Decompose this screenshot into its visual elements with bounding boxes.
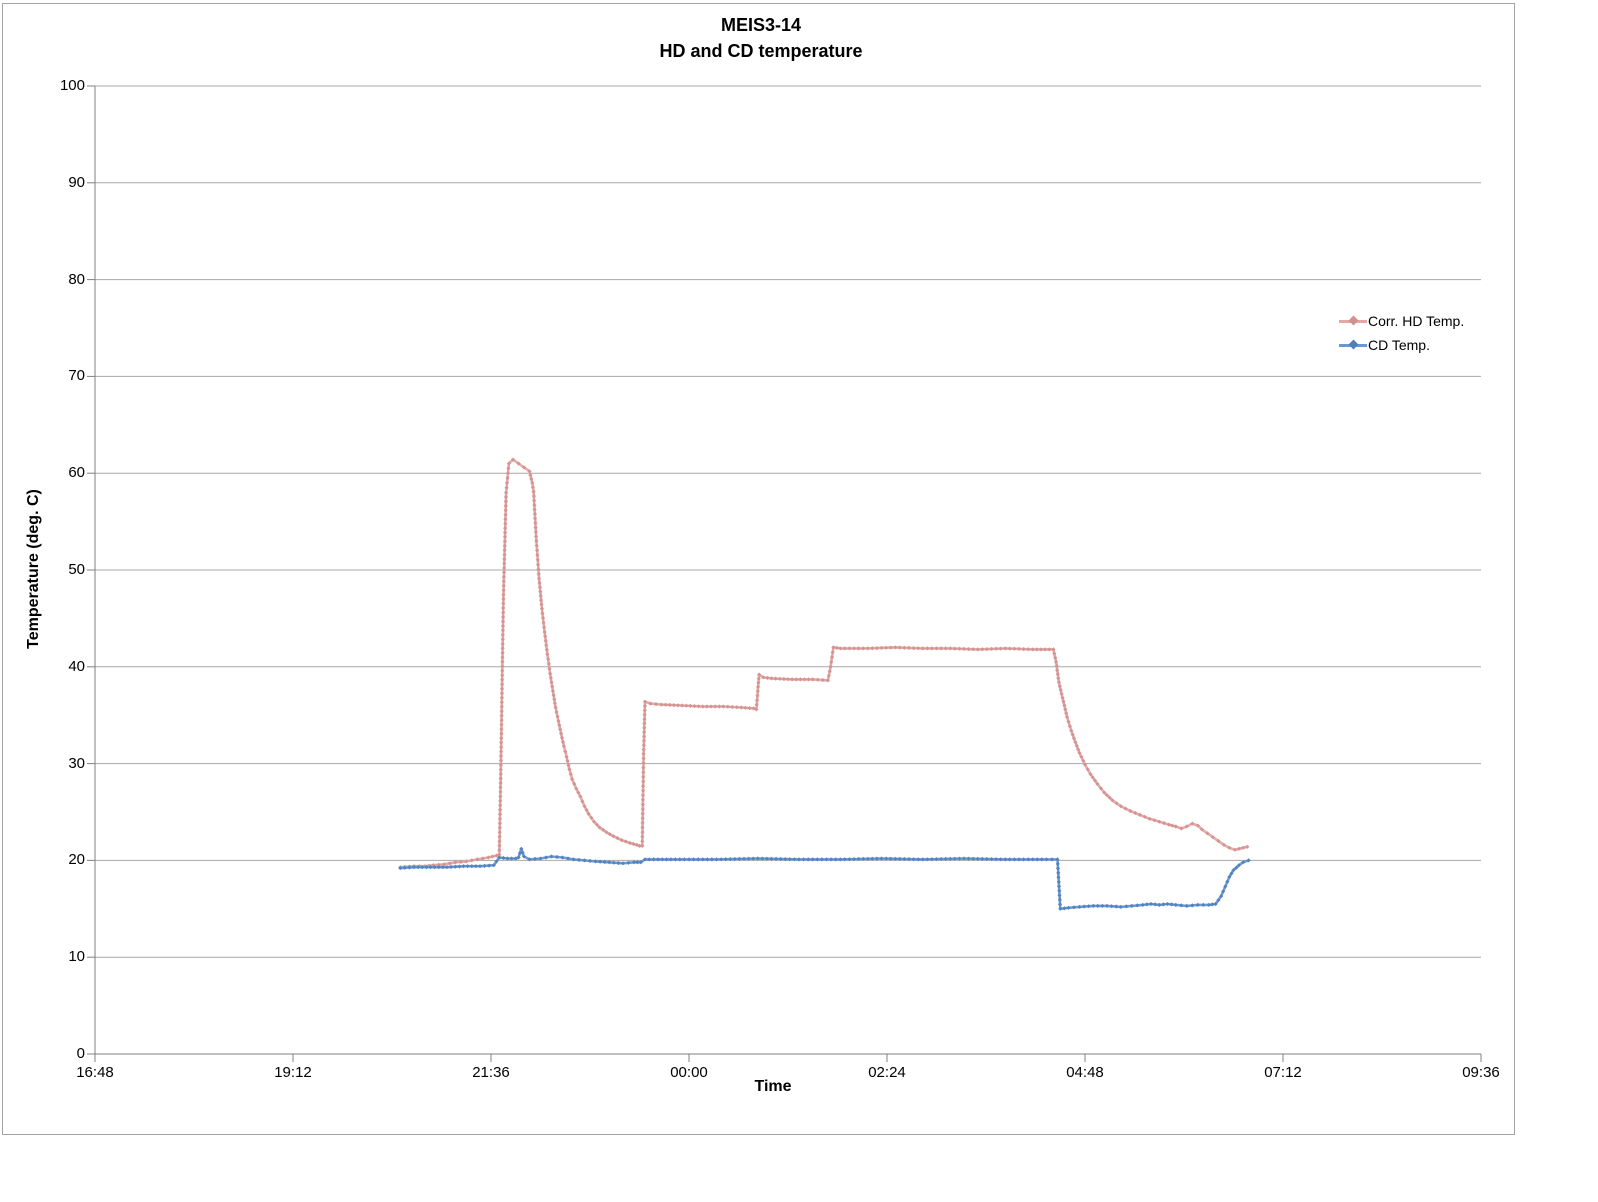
- legend-entry-hd: Corr. HD Temp.: [1339, 309, 1464, 333]
- chart-title: MEIS3-14: [720, 15, 802, 35]
- x-tick-label: 04:48: [1066, 1064, 1104, 1081]
- y-tick-label: 100: [59, 77, 85, 94]
- x-tick-label: 07:12: [1264, 1064, 1302, 1081]
- chart-title-block: MEIS3-14 HD and CD temperature: [3, 12, 1519, 64]
- y-tick-label: 50: [68, 561, 85, 578]
- x-tick-label: 09:36: [1462, 1064, 1500, 1081]
- y-tick-label: 70: [68, 367, 85, 384]
- x-axis-title: Time: [754, 1078, 792, 1095]
- x-tick-label: 16:48: [76, 1064, 114, 1081]
- hd-series-swatch-icon: [1339, 315, 1367, 325]
- legend-label-hd: Corr. HD Temp.: [1368, 313, 1465, 329]
- y-tick-label: 60: [68, 464, 85, 481]
- y-tick-label: 40: [68, 658, 85, 675]
- legend-label-cd: CD Temp.: [1368, 337, 1430, 353]
- y-tick-label: 10: [68, 948, 85, 965]
- x-tick-label: 21:36: [472, 1064, 510, 1081]
- legend: Corr. HD Temp. CD Temp.: [1339, 309, 1464, 357]
- x-tick-label: 19:12: [274, 1064, 312, 1081]
- legend-entry-cd: CD Temp.: [1339, 333, 1464, 357]
- chart-subtitle: HD and CD temperature: [659, 41, 863, 61]
- y-tick-label: 0: [76, 1045, 85, 1062]
- y-axis-title: Temperature (deg. C): [25, 489, 42, 649]
- plot-area-canvas: [87, 85, 1482, 1062]
- chart-frame: MEIS3-14 HD and CD temperature 0 10 20 30 40…: [2, 3, 1515, 1135]
- y-tick-label: 80: [68, 271, 85, 288]
- y-tick-label: 90: [68, 174, 85, 191]
- y-tick-label: 20: [68, 851, 85, 868]
- cd-series-swatch-icon: [1339, 339, 1367, 349]
- x-tick-label: 00:00: [670, 1064, 708, 1081]
- x-tick-label: 02:24: [868, 1064, 906, 1081]
- y-tick-label: 30: [68, 755, 85, 772]
